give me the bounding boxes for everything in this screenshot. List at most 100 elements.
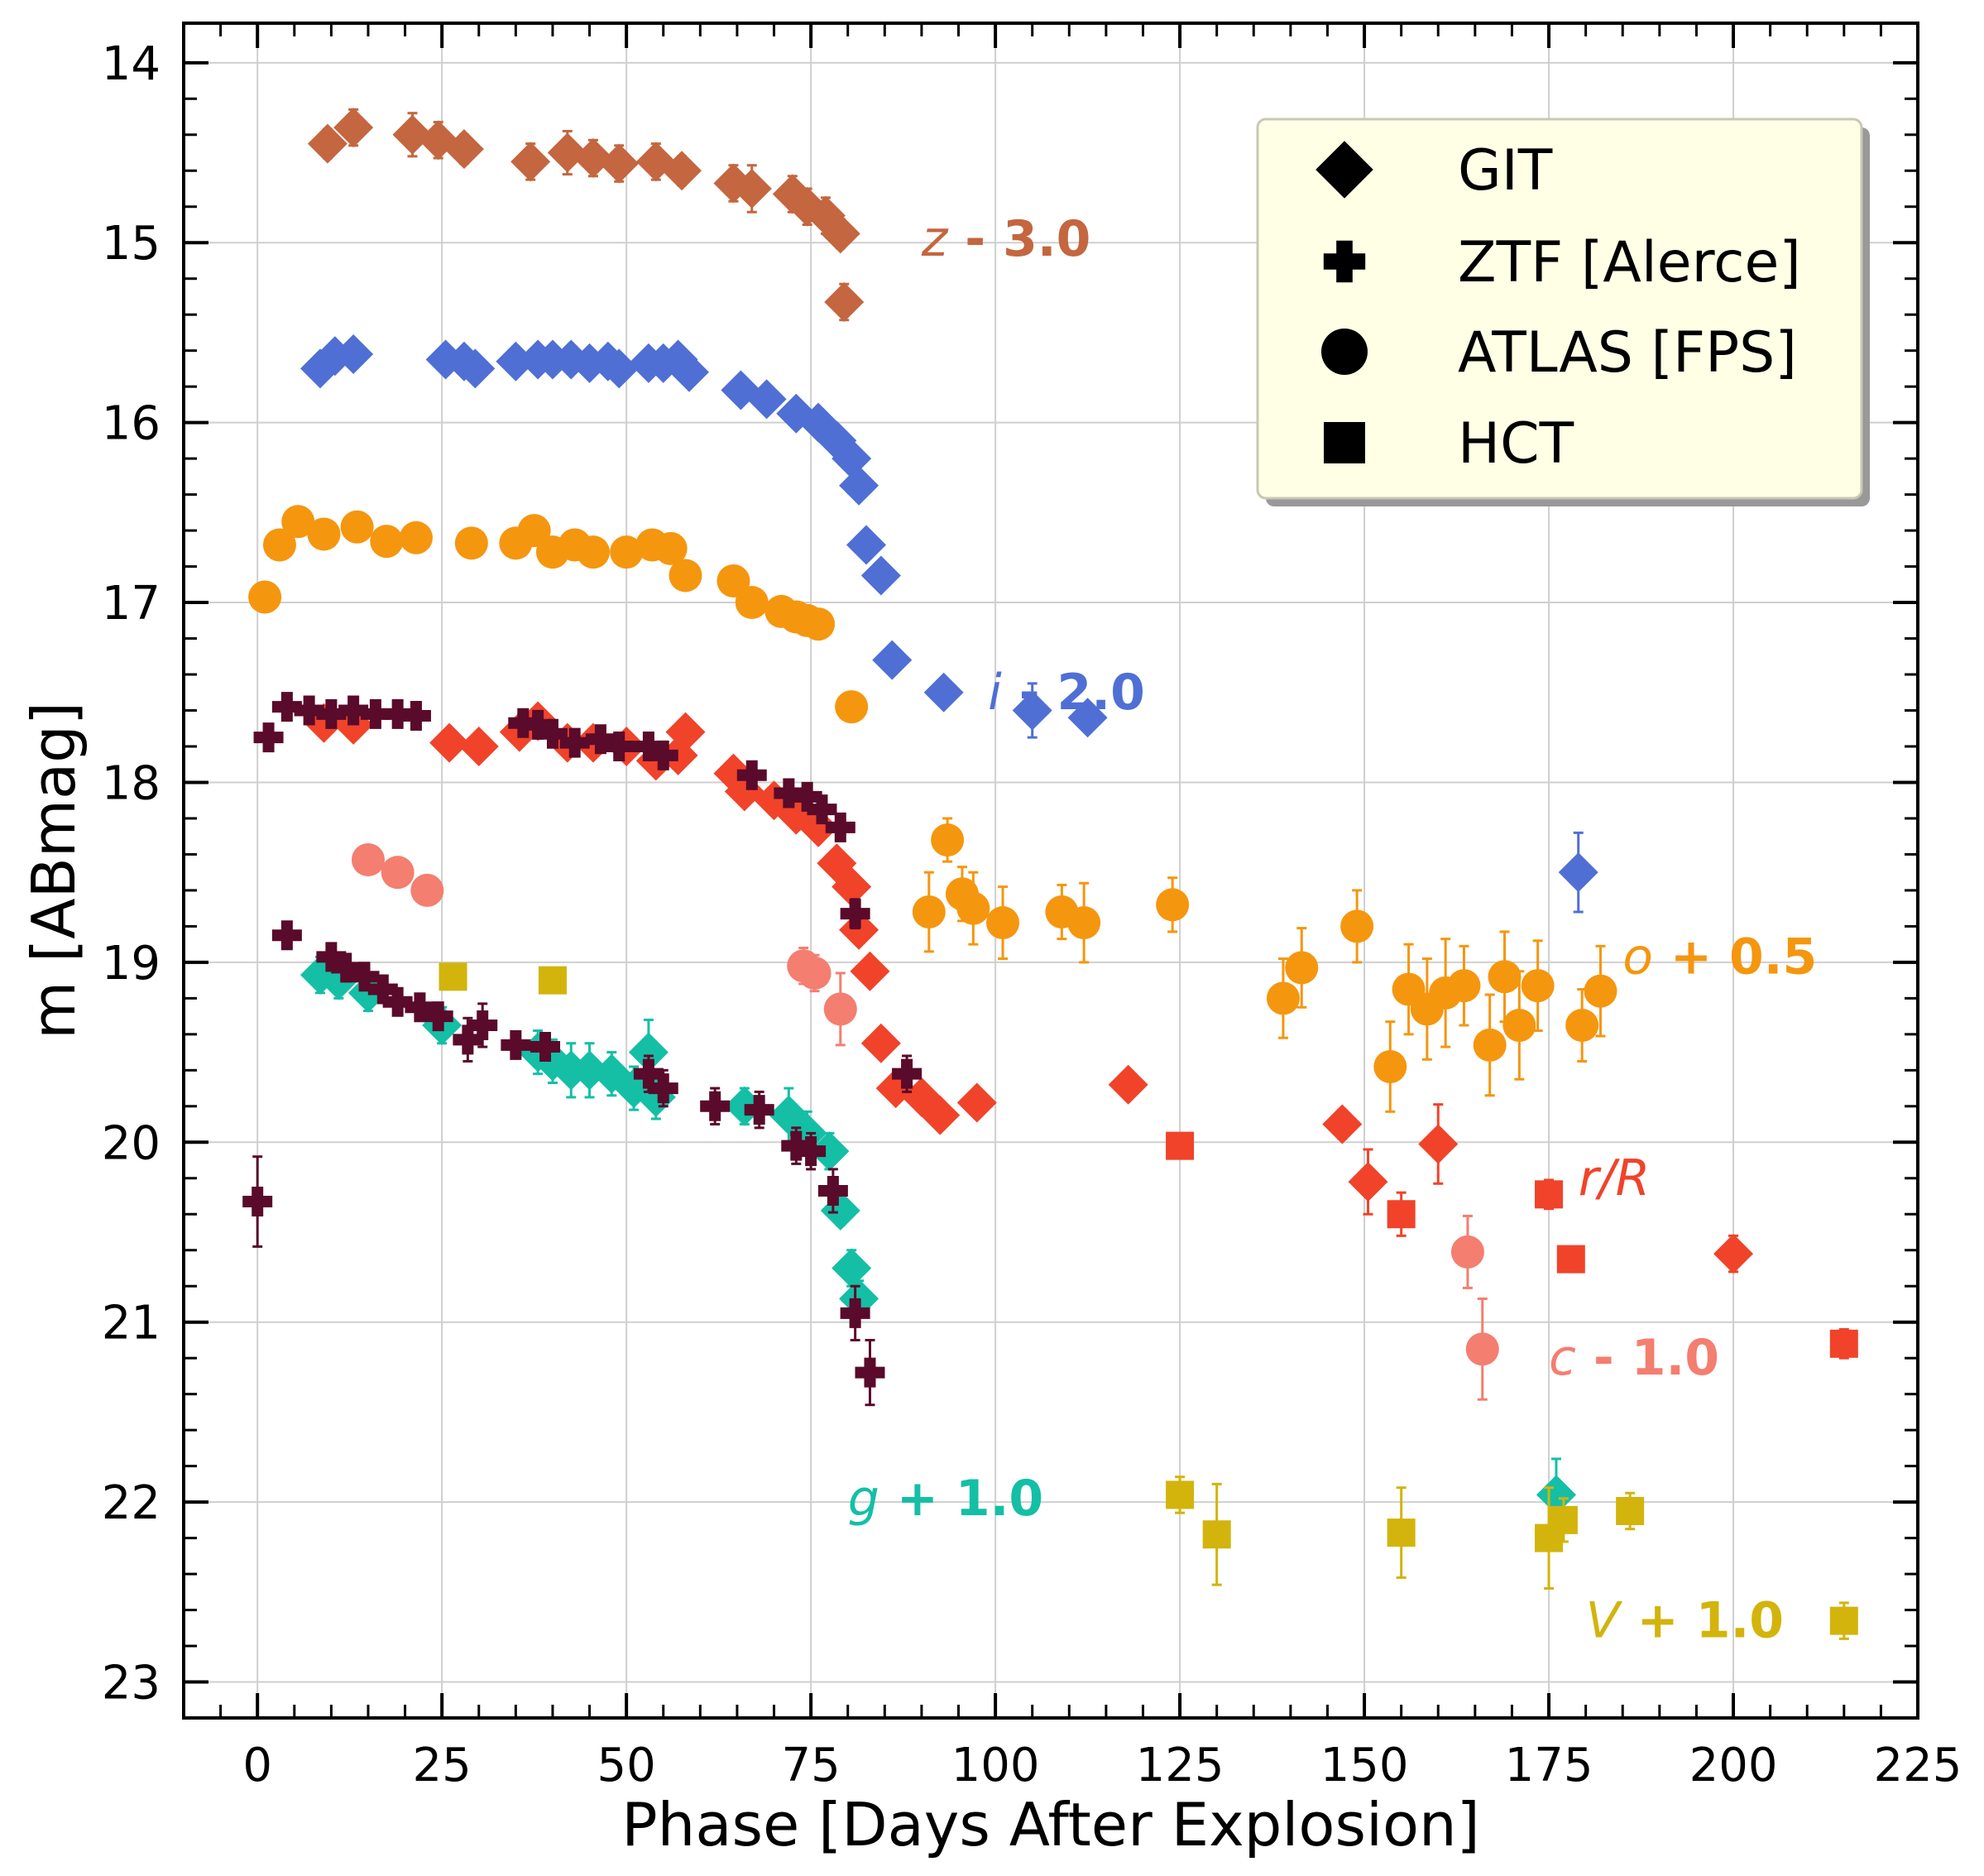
series-g-git xyxy=(300,955,1576,1533)
data-point xyxy=(331,952,362,983)
data-point xyxy=(392,114,433,155)
data-point xyxy=(271,692,302,722)
data-point xyxy=(523,709,554,740)
data-point xyxy=(307,517,341,551)
data-point xyxy=(986,906,1020,940)
data-point xyxy=(610,535,644,569)
legend-label: GIT xyxy=(1458,138,1553,204)
data-point xyxy=(665,712,706,752)
y-tick-label: 18 xyxy=(102,756,161,810)
data-point xyxy=(307,123,347,164)
data-point xyxy=(316,942,347,972)
x-tick-label: 100 xyxy=(951,1739,1040,1792)
data-point xyxy=(835,690,869,724)
data-point xyxy=(840,1298,870,1328)
data-point xyxy=(735,586,769,620)
data-point xyxy=(796,1136,827,1167)
data-point xyxy=(370,525,404,559)
data-point xyxy=(351,842,385,876)
data-point xyxy=(1067,698,1108,738)
annotation-o: o + 0.5 xyxy=(1622,928,1817,986)
data-point xyxy=(1829,1606,1858,1635)
x-tick-label: 75 xyxy=(781,1739,840,1792)
data-point xyxy=(855,1357,885,1388)
data-point xyxy=(669,559,702,593)
data-point xyxy=(744,1095,774,1125)
data-point xyxy=(1156,888,1190,922)
y-tick-label: 16 xyxy=(102,397,161,451)
annotation-band: V xyxy=(1586,1592,1623,1650)
data-point xyxy=(1012,690,1052,731)
data-point xyxy=(1488,960,1522,994)
annotation-band: z xyxy=(921,210,949,268)
x-tick-label: 175 xyxy=(1505,1739,1593,1792)
x-tick-label: 225 xyxy=(1874,1739,1962,1792)
data-point xyxy=(333,334,374,375)
y-tick-label: 20 xyxy=(102,1116,161,1170)
y-axis-label: m [ABmag] xyxy=(19,702,89,1039)
data-point xyxy=(633,731,664,761)
data-point xyxy=(1450,1235,1484,1269)
legend: GIT ZTF [Alerce] ATLAS [FPS] HCT xyxy=(1256,118,1870,506)
data-point xyxy=(1521,969,1555,1003)
data-point xyxy=(381,856,415,890)
y-tick-label: 17 xyxy=(102,577,161,631)
series-V-hct xyxy=(438,962,1858,1640)
data-point xyxy=(1713,1234,1754,1274)
series-o-atlas xyxy=(248,505,1617,1113)
y-tick-label: 14 xyxy=(102,37,161,91)
annotation-band: i xyxy=(988,664,1002,722)
data-point xyxy=(458,726,499,766)
data-point xyxy=(774,778,804,808)
data-point xyxy=(669,352,709,392)
data-point xyxy=(1266,981,1300,1015)
data-point xyxy=(410,873,444,907)
data-point xyxy=(1340,909,1374,943)
data-point xyxy=(577,535,611,569)
data-point xyxy=(892,1058,923,1089)
data-point xyxy=(1556,1245,1585,1274)
data-point xyxy=(831,866,872,907)
data-point xyxy=(1166,1480,1195,1509)
data-point xyxy=(817,420,857,461)
data-point xyxy=(454,526,488,560)
data-point xyxy=(700,1091,731,1121)
data-point xyxy=(648,740,678,770)
data-point xyxy=(537,718,568,749)
legend-circle-icon xyxy=(1321,329,1368,375)
data-point xyxy=(1465,1332,1499,1366)
data-point xyxy=(510,142,551,182)
y-tick-label: 19 xyxy=(102,937,161,991)
data-point xyxy=(648,1073,678,1104)
data-point xyxy=(872,640,913,680)
data-point xyxy=(817,843,857,884)
annotation-offset: - 3.0 xyxy=(947,210,1090,268)
annotation-offset: + 1.0 xyxy=(1620,1592,1784,1650)
annotation-offset: + 1.0 xyxy=(879,1470,1043,1528)
data-point xyxy=(825,812,855,842)
data-point xyxy=(559,727,590,758)
data-point xyxy=(860,555,901,596)
x-tick-label: 125 xyxy=(1136,1739,1224,1792)
data-point xyxy=(262,528,296,562)
data-point xyxy=(585,724,616,755)
annotation-V: V + 1.0 xyxy=(1586,1592,1784,1650)
data-point xyxy=(731,169,772,209)
data-point xyxy=(517,514,551,548)
annotation-g: g + 1.0 xyxy=(848,1470,1043,1528)
data-point xyxy=(530,1032,561,1063)
data-point xyxy=(1565,1008,1599,1042)
data-point xyxy=(820,214,860,254)
data-point xyxy=(654,531,688,565)
annotation-band: o xyxy=(1622,928,1653,986)
data-point xyxy=(850,951,890,991)
data-point xyxy=(1387,1519,1416,1547)
x-tick-label: 200 xyxy=(1689,1739,1778,1792)
data-point xyxy=(599,143,640,184)
data-point xyxy=(1387,1200,1416,1229)
data-point xyxy=(382,698,413,729)
data-point xyxy=(340,510,374,544)
data-point xyxy=(443,129,484,170)
legend-label: ATLAS [FPS] xyxy=(1458,320,1797,386)
data-point xyxy=(1616,1496,1645,1525)
